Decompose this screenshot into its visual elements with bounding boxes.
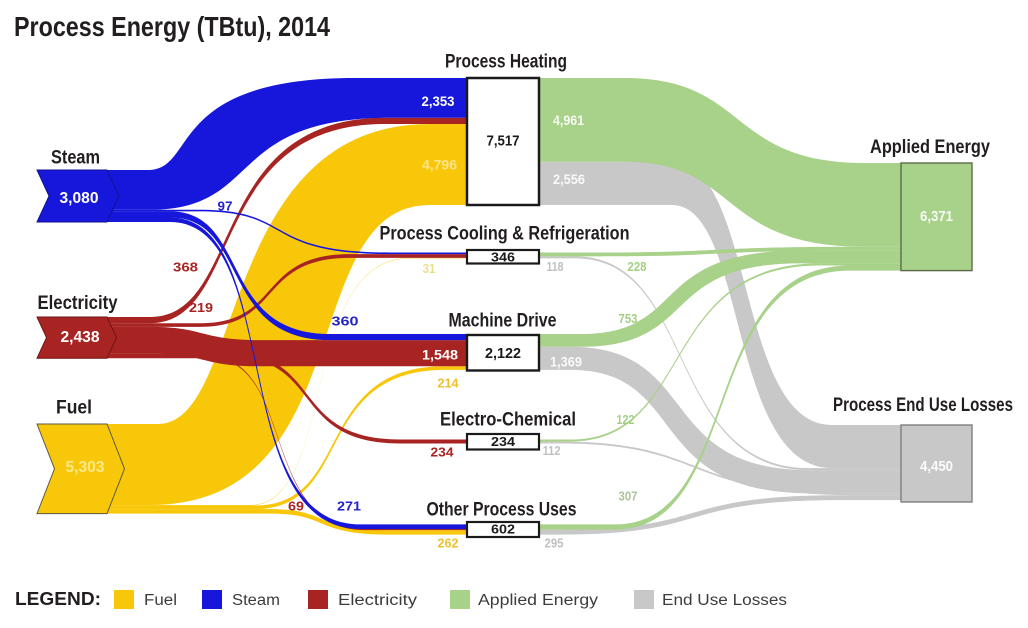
- svg-text:Process Cooling & Refrigeratio: Process Cooling & Refrigeration: [380, 223, 630, 245]
- svg-text:Applied Energy: Applied Energy: [870, 136, 990, 158]
- svg-text:122: 122: [617, 412, 635, 427]
- svg-text:Applied Energy: Applied Energy: [478, 592, 598, 609]
- svg-text:262: 262: [438, 536, 459, 551]
- svg-text:234: 234: [431, 445, 455, 460]
- svg-text:Process End Use Losses: Process End Use Losses: [833, 394, 1013, 416]
- svg-text:Steam: Steam: [232, 592, 280, 609]
- svg-text:4,796: 4,796: [422, 157, 457, 173]
- svg-text:4,961: 4,961: [553, 113, 584, 128]
- svg-text:Steam: Steam: [51, 147, 100, 169]
- svg-text:112: 112: [543, 443, 561, 458]
- svg-text:295: 295: [545, 536, 564, 551]
- svg-text:97: 97: [218, 199, 233, 214]
- svg-text:Electro-Chemical: Electro-Chemical: [440, 409, 576, 431]
- svg-text:Process Energy (TBtu), 2014: Process Energy (TBtu), 2014: [14, 11, 330, 42]
- svg-text:1,369: 1,369: [550, 355, 582, 370]
- svg-text:3,080: 3,080: [60, 190, 99, 207]
- svg-text:228: 228: [628, 259, 647, 274]
- svg-text:Fuel: Fuel: [144, 592, 177, 609]
- svg-text:307: 307: [619, 489, 638, 504]
- svg-text:118: 118: [547, 259, 564, 274]
- svg-text:753: 753: [619, 311, 638, 326]
- svg-text:5,303: 5,303: [66, 459, 105, 476]
- svg-text:2,438: 2,438: [61, 329, 100, 346]
- svg-text:234: 234: [491, 434, 516, 449]
- svg-text:346: 346: [491, 250, 515, 265]
- svg-text:31: 31: [423, 261, 436, 276]
- svg-text:Other Process Uses: Other Process Uses: [427, 499, 577, 521]
- svg-text:End Use Losses: End Use Losses: [662, 592, 787, 609]
- svg-text:1,548: 1,548: [422, 347, 458, 363]
- svg-text:360: 360: [332, 314, 359, 329]
- svg-text:7,517: 7,517: [487, 134, 520, 150]
- svg-text:602: 602: [491, 522, 515, 537]
- svg-text:Fuel: Fuel: [56, 397, 92, 419]
- svg-text:368: 368: [173, 260, 198, 275]
- svg-text:Electricity: Electricity: [38, 292, 118, 314]
- svg-text:LEGEND:: LEGEND:: [15, 589, 101, 609]
- svg-text:Process Heating: Process Heating: [445, 51, 567, 73]
- svg-text:214: 214: [438, 376, 460, 391]
- svg-text:69: 69: [288, 499, 304, 514]
- svg-text:4,450: 4,450: [920, 459, 953, 475]
- svg-text:Electricity: Electricity: [338, 592, 417, 609]
- svg-text:219: 219: [189, 300, 213, 315]
- svg-text:Machine Drive: Machine Drive: [449, 310, 557, 332]
- svg-text:6,371: 6,371: [920, 209, 953, 225]
- svg-text:271: 271: [337, 499, 361, 514]
- svg-text:2,556: 2,556: [553, 172, 585, 187]
- svg-text:2,122: 2,122: [485, 345, 521, 362]
- svg-text:2,353: 2,353: [422, 93, 455, 109]
